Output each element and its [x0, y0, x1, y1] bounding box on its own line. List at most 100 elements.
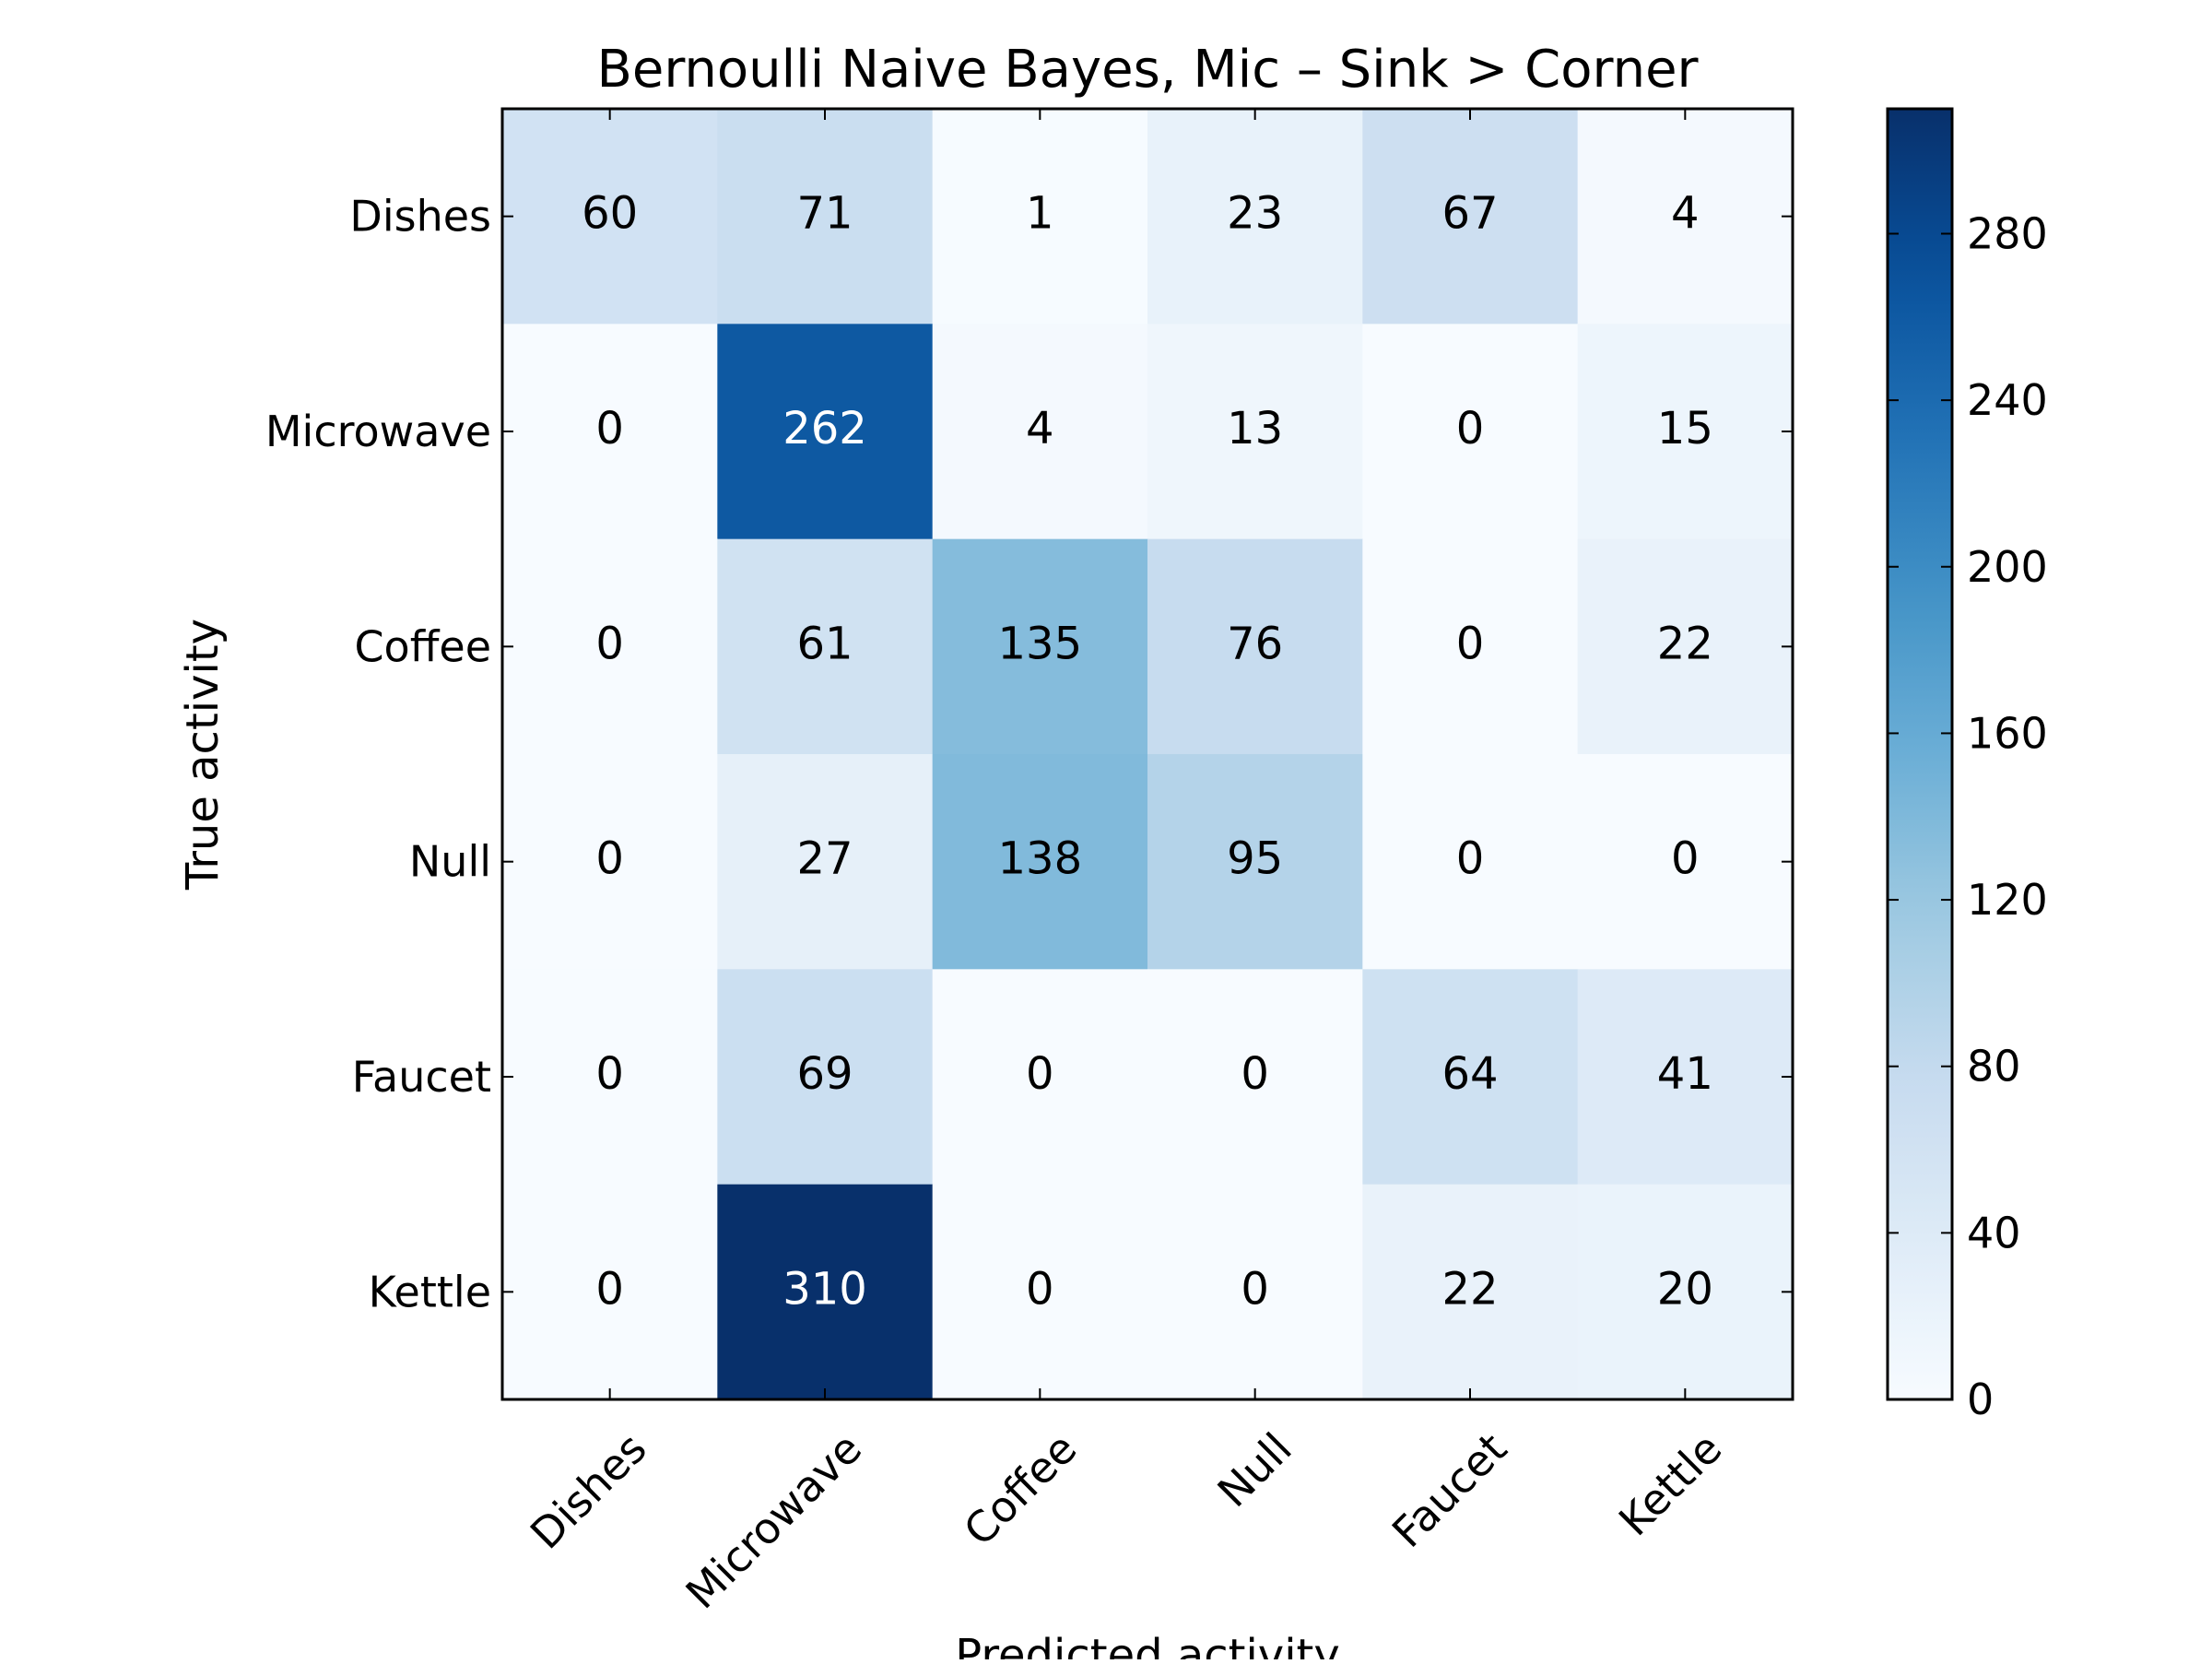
- heatmap-cell: [502, 109, 718, 325]
- heatmap-cell: [717, 754, 934, 970]
- colorbar-tick-label: 200: [1967, 542, 2048, 592]
- heatmap-cell: [932, 754, 1148, 970]
- axis-ticks: [502, 109, 1793, 1399]
- colorbar-tick-label: 160: [1967, 708, 2048, 758]
- cell-value-label: 0: [1241, 1263, 1269, 1315]
- heatmap-cell: [1577, 109, 1794, 325]
- heatmap-cell: [1577, 754, 1794, 970]
- heatmap-cell: [1362, 754, 1579, 970]
- cell-value-label: 23: [1227, 188, 1283, 240]
- cell-value-label: 0: [595, 1263, 624, 1315]
- heatmap-cell: [1147, 969, 1363, 1186]
- cell-value-label: 95: [1227, 833, 1283, 885]
- x-tick-label: Coffee: [954, 1423, 1086, 1555]
- heatmap-cell: [1147, 324, 1363, 540]
- cell-value-label: 262: [782, 403, 867, 454]
- y-tick-label: Kettle: [369, 1267, 491, 1316]
- y-axis-label: True activity: [177, 619, 229, 891]
- heatmap-cell: [1147, 109, 1363, 325]
- cell-value-label: 135: [998, 618, 1083, 669]
- heatmap-cell: [502, 324, 718, 540]
- cell-value-label: 69: [796, 1048, 853, 1100]
- cell-value-label: 20: [1657, 1263, 1713, 1315]
- colorbar-tick-label: 240: [1967, 375, 2048, 425]
- cell-value-label: 0: [1671, 833, 1700, 885]
- cell-value-label: 71: [796, 188, 853, 240]
- heatmap-cell: [932, 1184, 1148, 1400]
- cell-value-label: 0: [1026, 1048, 1054, 1100]
- heatmap-cell: [932, 969, 1148, 1186]
- heatmap-cell: [717, 109, 934, 325]
- y-tick-label: Microwave: [265, 407, 491, 456]
- cell-value-label: 13: [1227, 403, 1283, 454]
- heatmap-cell: [932, 324, 1148, 540]
- cell-value-label: 310: [782, 1263, 867, 1315]
- heatmap-cell: [717, 324, 934, 540]
- cell-value-label: 0: [1456, 833, 1485, 885]
- y-tick-label: Coffee: [354, 621, 491, 671]
- heatmap-cell: [932, 109, 1148, 325]
- cell-value-label: 15: [1657, 403, 1713, 454]
- colorbar-tick-label: 40: [1967, 1208, 2021, 1257]
- heatmap-cell: [502, 538, 718, 755]
- cell-value-label: 4: [1671, 188, 1700, 240]
- cell-value-label: 0: [1241, 1048, 1269, 1100]
- y-axis-tick-labels: Dishes Microwave Coffee Null Faucet Kettle: [265, 192, 491, 1317]
- x-tick-label: Null: [1208, 1423, 1301, 1516]
- cell-value-label: 4: [1026, 403, 1054, 454]
- heatmap-cell: [932, 538, 1148, 755]
- colorbar-tick-label: 120: [1967, 875, 2048, 925]
- heatmap-cell: [502, 754, 718, 970]
- heatmap-cells: [502, 109, 1794, 1400]
- heatmap-cell: [1362, 324, 1579, 540]
- x-axis-tick-labels: Dishes Microwave Coffee Null Faucet Kettle: [521, 1423, 1731, 1619]
- heatmap-cell: [1577, 1184, 1794, 1400]
- cell-value-label: 138: [998, 833, 1083, 885]
- cell-value-label: 0: [1456, 403, 1485, 454]
- cell-value-label: 67: [1441, 188, 1498, 240]
- cell-value-label: 0: [595, 833, 624, 885]
- heatmap-cell: [717, 538, 934, 755]
- cell-value-label: 76: [1227, 618, 1283, 669]
- x-axis-label: Predicted activity: [955, 1630, 1340, 1659]
- heatmap-cell: [502, 1184, 718, 1400]
- heatmap-cell: [1362, 969, 1579, 1186]
- x-tick-label: Faucet: [1382, 1423, 1516, 1557]
- y-tick-label: Null: [409, 837, 491, 887]
- heatmap-cell: [1577, 538, 1794, 755]
- y-tick-label: Dishes: [349, 192, 491, 242]
- cell-value-label: 0: [595, 618, 624, 669]
- heatmap-cell: [1577, 969, 1794, 1186]
- heatmap-cell: [1577, 324, 1794, 540]
- heatmap-cell: [1362, 538, 1579, 755]
- cell-value-label: 0: [595, 403, 624, 454]
- heatmap-cell: [502, 969, 718, 1186]
- y-tick-label: Faucet: [352, 1052, 491, 1102]
- cell-value-label: 64: [1441, 1048, 1498, 1100]
- cell-value-label: 22: [1441, 1263, 1498, 1315]
- x-tick-label: Microwave: [677, 1423, 872, 1619]
- plot-frame: [500, 107, 1794, 1401]
- colorbar-ticks: 0 40 80 120 160 200 240 280: [1888, 208, 2048, 1424]
- heatmap-cell: [717, 969, 934, 1186]
- cell-value-label: 0: [595, 1048, 624, 1100]
- heatmap-cell: [1362, 109, 1579, 325]
- cell-value-label: 0: [1456, 618, 1485, 669]
- heatmap-cell: [1147, 538, 1363, 755]
- colorbar-gradient: [1888, 109, 1952, 1399]
- cell-value-label: 27: [796, 833, 853, 885]
- heatmap-cell: [1362, 1184, 1579, 1400]
- chart-title: Bernoulli Naive Bayes, Mic – Sink > Corn…: [596, 40, 1699, 100]
- colorbar: 0 40 80 120 160 200 240 280: [1886, 107, 2048, 1424]
- heatmap-cell-labels: 60 71 1 23 67 4 0 262 4 13 0 15 0 61 135 76 0 22 0 27 138 95 0…: [582, 188, 1713, 1316]
- cell-value-label: 60: [582, 188, 638, 240]
- x-tick-label: Dishes: [521, 1423, 656, 1559]
- cell-value-label: 61: [796, 618, 853, 669]
- colorbar-frame: [1886, 107, 1954, 1401]
- cell-value-label: 22: [1657, 618, 1713, 669]
- colorbar-tick-label: 280: [1967, 208, 2048, 258]
- heatmap-cell: [1147, 754, 1363, 970]
- x-tick-label: Kettle: [1609, 1423, 1731, 1545]
